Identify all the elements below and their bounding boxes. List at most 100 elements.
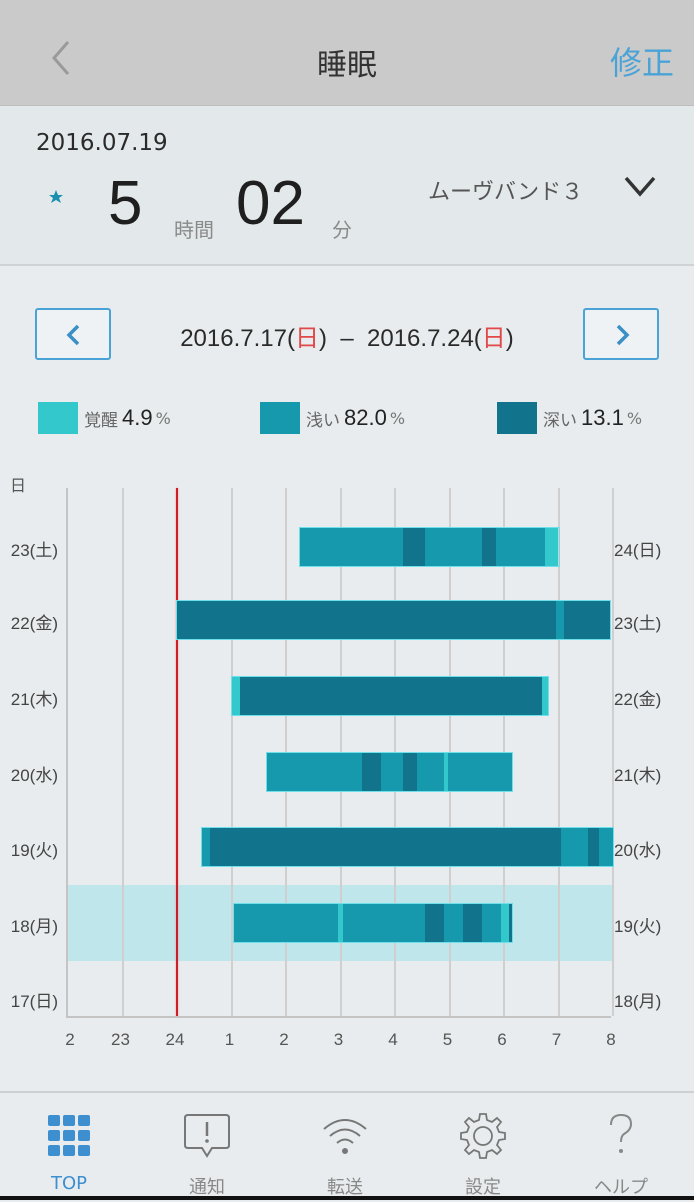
sleep-stage-legend: 覚醒 4.9 % 浅い 82.0 % 深い 13.1 % xyxy=(0,400,694,440)
sleep-segment xyxy=(424,528,483,566)
row-label-left: 18(月) xyxy=(10,917,58,936)
sleep-segment xyxy=(544,528,559,566)
navigation-bar: 睡眠 修正 xyxy=(0,18,694,106)
device-dropdown[interactable]: ムーヴバンド３ xyxy=(428,170,668,210)
sleep-bar[interactable] xyxy=(175,600,612,640)
x-axis-tick: 8 xyxy=(606,1030,616,1049)
sleep-segment xyxy=(599,828,613,866)
sleep-segment xyxy=(299,528,404,566)
next-week-button[interactable] xyxy=(583,308,659,360)
sleep-bar[interactable] xyxy=(233,903,514,943)
prev-week-button[interactable] xyxy=(35,308,111,360)
row-label-right: 18(月) xyxy=(614,992,662,1011)
sleep-segment xyxy=(509,904,513,942)
sleep-segment xyxy=(231,677,240,715)
sleep-bar[interactable] xyxy=(230,676,549,716)
sleep-bar[interactable] xyxy=(298,527,560,567)
row-label-left: 19(火) xyxy=(10,841,58,860)
tab-settings[interactable]: 設定 xyxy=(414,1093,552,1202)
x-axis-tick: 2 xyxy=(65,1030,75,1049)
row-label-right: 22(金) xyxy=(614,690,662,709)
legend-light: 浅い 82.0 % xyxy=(260,400,405,436)
sleep-segment xyxy=(381,753,404,791)
hour-gridline xyxy=(448,488,451,1016)
hours-unit: 時間 xyxy=(174,218,214,242)
sleep-segment xyxy=(482,528,496,566)
legend-swatch xyxy=(38,402,78,434)
x-axis-tick: 1 xyxy=(224,1030,235,1049)
hour-gridline xyxy=(121,488,124,1016)
row-label-left: 22(金) xyxy=(10,614,58,633)
grid-icon xyxy=(48,1115,90,1156)
sleep-segment xyxy=(234,904,338,942)
status-bar xyxy=(0,0,694,18)
gear-icon xyxy=(460,1113,506,1159)
x-axis-tick: 6 xyxy=(497,1030,507,1049)
alert-bubble-icon xyxy=(184,1114,230,1158)
hour-gridline xyxy=(285,488,287,1016)
sleep-segment xyxy=(239,677,543,715)
minutes-unit: 分 xyxy=(332,218,352,242)
chevron-down-icon xyxy=(624,176,656,197)
midnight-line xyxy=(176,488,178,1016)
row-label-right: 19(火) xyxy=(614,917,662,936)
sleep-segment xyxy=(403,753,417,791)
row-label-right: 20(水) xyxy=(614,841,662,860)
sleep-segment xyxy=(542,677,548,715)
legend-awake: 覚醒 4.9 % xyxy=(38,400,171,436)
row-label-left: 21(木) xyxy=(10,690,58,709)
row-label-left: 23(土) xyxy=(10,541,58,560)
sleep-timeline-chart: 日 23(土) 24(日) 22(金) 23(土) 21(木) 22(金) 20(水) 21(… xyxy=(0,468,694,1068)
row-label-right: 21(木) xyxy=(614,766,662,785)
x-axis-tick: 7 xyxy=(551,1030,562,1049)
x-axis-tick: 24 xyxy=(165,1030,185,1049)
x-axis-tick: 5 xyxy=(442,1030,453,1049)
sleep-segment xyxy=(266,753,363,791)
tab-notifications[interactable]: 通知 xyxy=(138,1093,276,1202)
hour-gridline xyxy=(557,488,560,1016)
tab-top[interactable]: TOP xyxy=(0,1093,138,1202)
sleep-segment xyxy=(343,904,425,942)
hour-gridline xyxy=(612,488,614,1016)
sleep-summary: 2016.07.19 5 時間 02 分 ムーヴバンド３ xyxy=(0,106,694,266)
sleep-bar[interactable] xyxy=(200,827,614,867)
sleep-segment xyxy=(209,828,562,866)
summary-date: 2016.07.19 xyxy=(36,130,168,156)
sleep-segment xyxy=(563,601,611,639)
page-title: 睡眠 xyxy=(317,48,377,83)
sleep-segment xyxy=(403,528,425,566)
hour-gridline xyxy=(394,488,396,1016)
sleep-segment xyxy=(177,601,556,639)
tab-bar: TOP 通知 転送 設定 ヘルプ xyxy=(0,1091,694,1200)
x-axis-tick: 4 xyxy=(388,1030,398,1049)
start-day-of-week: 日 xyxy=(294,325,319,352)
day-axis-header: 日 xyxy=(10,476,27,495)
tab-transfer[interactable]: 転送 xyxy=(276,1093,414,1202)
chart-plot-area xyxy=(66,488,614,1018)
back-button[interactable] xyxy=(48,38,88,82)
sleep-segment xyxy=(362,753,382,791)
sleep-segment xyxy=(561,828,589,866)
edit-button[interactable]: 修正 xyxy=(609,44,674,82)
tab-help[interactable]: ヘルプ xyxy=(552,1093,690,1202)
chevron-right-icon xyxy=(616,324,630,346)
sleep-segment xyxy=(447,753,513,791)
legend-swatch xyxy=(497,402,537,434)
sleep-segment xyxy=(201,828,210,866)
hour-gridline xyxy=(230,488,233,1016)
sleep-segment xyxy=(588,828,600,866)
week-navigator: 2016.7.17(日) – 2016.7.24(日) xyxy=(0,308,694,360)
row-label-right: 23(土) xyxy=(614,614,662,633)
week-range: 2016.7.17(日) – 2016.7.24(日) xyxy=(180,325,514,352)
wifi-icon xyxy=(323,1119,367,1154)
x-axis-tick: 2 xyxy=(279,1030,289,1049)
chevron-left-icon xyxy=(52,41,70,75)
sleep-segment xyxy=(444,904,464,942)
end-day-of-week: 日 xyxy=(481,325,506,352)
hours-value: 5 xyxy=(108,169,143,238)
sleep-segment xyxy=(463,904,483,942)
sleep-segment xyxy=(416,753,445,791)
sleep-segment xyxy=(482,904,502,942)
sleep-bar[interactable] xyxy=(265,752,514,792)
device-name: ムーヴバンド３ xyxy=(428,180,584,205)
